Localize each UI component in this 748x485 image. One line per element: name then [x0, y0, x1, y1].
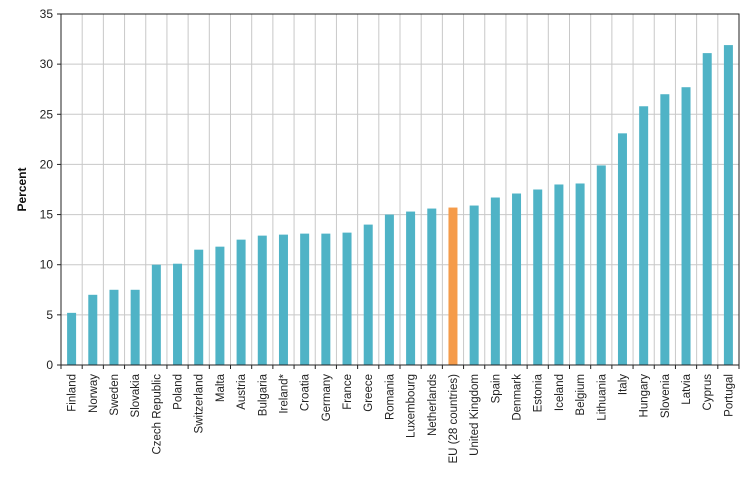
bar — [236, 239, 246, 365]
x-tick-label: Austria — [236, 373, 248, 409]
bar — [660, 94, 670, 365]
bar — [406, 211, 416, 365]
x-tick-label: Iceland — [554, 374, 566, 411]
bar — [342, 232, 352, 365]
bar — [173, 263, 183, 365]
x-tick-label: Croatia — [300, 373, 312, 411]
x-tick-label: Estonia — [533, 373, 545, 412]
y-tick-label: 25 — [40, 107, 54, 121]
bar — [130, 289, 140, 365]
x-tick-label: Malta — [215, 373, 227, 402]
bar — [533, 189, 543, 365]
x-tick-label: Greece — [363, 374, 375, 412]
bar — [194, 249, 204, 365]
bar — [88, 294, 98, 365]
bar — [723, 45, 733, 366]
x-tick-label: Lithuania — [596, 373, 608, 420]
x-tick-label: Poland — [173, 374, 185, 410]
gridlines — [61, 13, 739, 366]
y-tick-label: 35 — [40, 7, 54, 21]
x-tick-label: Denmark — [512, 374, 524, 421]
y-tick-label: 15 — [40, 208, 54, 222]
x-tick-label: Czech Republic — [151, 374, 163, 455]
x-tick-label: Slovakia — [130, 373, 142, 417]
bar — [469, 205, 479, 365]
x-tick-label: Bulgaria — [257, 373, 269, 416]
x-tick-label: EU (28 countries) — [448, 374, 460, 464]
bar — [427, 208, 437, 365]
y-axis-ticks: 0 5 10 15 20 25 30 35 — [40, 7, 61, 372]
x-tick-label: France — [342, 374, 354, 410]
y-tick-label: 10 — [40, 258, 54, 272]
bar — [512, 193, 522, 365]
y-tick-label: 5 — [46, 308, 53, 322]
bar — [321, 233, 331, 365]
x-tick-label: Finland — [67, 374, 79, 412]
y-tick-label: 0 — [46, 358, 53, 372]
bars — [67, 45, 733, 366]
bar — [596, 165, 606, 365]
x-tick-label: Hungary — [639, 374, 651, 418]
bar — [575, 183, 585, 365]
bar — [702, 53, 712, 366]
x-tick-label: Norway — [88, 374, 100, 413]
x-tick-label: Ireland* — [278, 373, 290, 413]
bar — [490, 197, 500, 365]
x-tick-label: Slovenia — [660, 373, 672, 418]
bar — [448, 207, 458, 365]
x-axis-ticks: Finland Norway Sweden Slovakia Czech Republi… — [60, 365, 740, 464]
bar — [215, 246, 225, 365]
x-tick-label: Latvia — [681, 373, 693, 404]
bar — [554, 184, 564, 365]
bar — [384, 214, 394, 365]
x-tick-label: Netherlands — [427, 374, 439, 436]
x-tick-label: Sweden — [109, 374, 121, 416]
x-tick-label: Cyprus — [702, 374, 714, 411]
x-tick-label: Italy — [617, 374, 629, 395]
plot-frame — [60, 13, 740, 366]
bar — [67, 312, 77, 365]
bar — [151, 264, 161, 365]
x-tick-label: United Kingdom — [469, 374, 481, 456]
bar — [278, 234, 288, 365]
bar — [300, 233, 310, 365]
y-tick-label: 20 — [40, 157, 54, 171]
x-tick-label: Belgium — [575, 374, 587, 416]
bar — [639, 106, 649, 366]
x-tick-label: Portugal — [723, 374, 735, 417]
x-tick-label: Germany — [321, 374, 333, 422]
x-tick-label: Romania — [384, 373, 396, 420]
x-tick-label: Luxembourg — [406, 374, 418, 438]
x-tick-label: Spain — [490, 374, 502, 403]
bar — [257, 235, 267, 365]
y-axis-label: Percent — [15, 167, 29, 211]
x-tick-label: Switzerland — [194, 374, 206, 433]
y-tick-label: 30 — [40, 57, 54, 71]
bar — [109, 289, 119, 365]
bar — [681, 87, 691, 366]
bar — [363, 224, 373, 365]
bar — [617, 133, 627, 365]
